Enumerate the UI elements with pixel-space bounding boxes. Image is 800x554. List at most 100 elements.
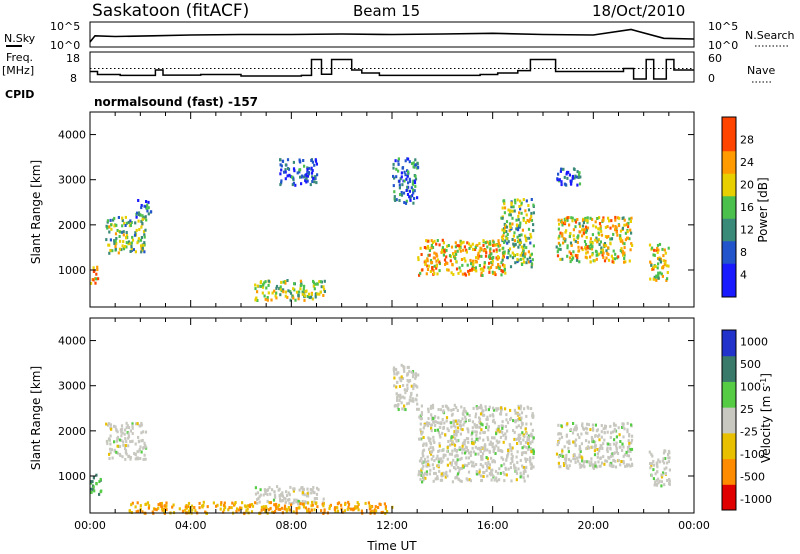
- power-echo-cell: [524, 237, 527, 241]
- velocity-echo-cell: [614, 459, 617, 463]
- velocity-echo-cell: [658, 479, 661, 483]
- power-echo-cell: [138, 228, 141, 231]
- velocity-echo-cell: [95, 473, 98, 477]
- power-echo-cell: [441, 248, 444, 252]
- power-echo-cell: [402, 191, 406, 195]
- velocity-echo-cell: [334, 510, 337, 514]
- power-echo-cell: [304, 294, 307, 298]
- velocity-echoes: [90, 363, 671, 516]
- power-echo-cell: [433, 272, 436, 275]
- velocity-echo-cell: [478, 436, 481, 440]
- velocity-echo-cell: [660, 475, 664, 479]
- velocity-echo-cell: [438, 449, 441, 453]
- power-echo-cell: [666, 271, 669, 274]
- velocity-echo-cell: [165, 508, 168, 512]
- velocity-echo-cell: [439, 425, 442, 429]
- velocity-echo-cell: [440, 422, 443, 425]
- velocity-echo-cell: [424, 422, 427, 426]
- velocity-echo-cell: [649, 462, 652, 465]
- power-echo-cell: [413, 181, 417, 185]
- velocity-echo-cell: [569, 459, 572, 463]
- velocity-echo-cell: [171, 505, 174, 509]
- power-echo-cell: [118, 235, 121, 238]
- power-echo-cell: [256, 290, 259, 294]
- power-echo-cell: [624, 231, 627, 235]
- velocity-echo-cell: [598, 433, 601, 437]
- power-echo-cell: [477, 256, 480, 260]
- power-echo-cell: [516, 235, 519, 239]
- velocity-echo-cell: [450, 421, 453, 425]
- power-echo-cell: [259, 284, 262, 288]
- velocity-echo-cell: [452, 435, 455, 439]
- velocity-echo-cell: [520, 421, 523, 425]
- power-echo-cell: [570, 244, 573, 247]
- velocity-echo-cell: [415, 393, 419, 397]
- velocity-echo-cell: [617, 426, 620, 430]
- power-echo-cell: [267, 279, 270, 283]
- velocity-echo-cell: [478, 417, 482, 421]
- velocity-echo-cell: [622, 435, 625, 439]
- power-echo-cell: [563, 220, 567, 224]
- velocity-echo-cell: [219, 503, 223, 507]
- velocity-echo-cell: [471, 420, 474, 424]
- power-echo-cell: [452, 252, 455, 256]
- power-echo-cell: [572, 228, 575, 232]
- power-echo-cell: [408, 189, 411, 193]
- power-echo-cell: [306, 168, 309, 171]
- velocity-echo-cell: [456, 439, 459, 443]
- velocity-echo-cell: [480, 422, 483, 426]
- velocity-echo-cell: [273, 490, 276, 494]
- velocity-echo-cell: [427, 422, 430, 426]
- power-echo-cell: [122, 230, 125, 234]
- velocity-echo-cell: [517, 433, 520, 437]
- power-echo-cell: [491, 270, 494, 274]
- power-echo-cell: [275, 296, 278, 300]
- velocity-echo-cell: [453, 448, 457, 452]
- power-echo-cell: [137, 211, 141, 215]
- velocity-echo-cell: [295, 507, 298, 510]
- power-echo-cell: [286, 295, 289, 299]
- power-echo-cell: [441, 238, 444, 242]
- velocity-echo-cell: [427, 463, 430, 467]
- power-echo-cell: [142, 230, 146, 234]
- velocity-echo-cell: [513, 430, 516, 434]
- power-echo-cell: [423, 246, 426, 249]
- velocity-echo-cell: [468, 478, 471, 482]
- power-echo-cell: [519, 221, 522, 225]
- power-echo-cell: [584, 216, 587, 220]
- velocity-echo-cell: [510, 457, 513, 461]
- power-echo-cell: [564, 239, 567, 243]
- velocity-echo-cell: [297, 506, 300, 510]
- velocity-echo-cell: [172, 503, 175, 507]
- power-echo-cell: [659, 260, 662, 264]
- velocity-echo-cell: [393, 384, 396, 388]
- power-echo-cell: [442, 253, 445, 257]
- velocity-echo-cell: [663, 467, 666, 471]
- velocity-echo-cell: [256, 491, 259, 495]
- power-echo-cell: [419, 271, 422, 275]
- power-echo-cell: [578, 182, 582, 186]
- power-echo-cell: [585, 256, 589, 260]
- velocity-echo-cell: [480, 428, 483, 432]
- power-echo-cell: [141, 217, 144, 221]
- velocity-echo-cell: [110, 448, 113, 452]
- power-echo-cell: [400, 171, 403, 175]
- velocity-echo-cell: [531, 434, 534, 438]
- velocity-echo-cell: [497, 441, 500, 445]
- velocity-echo-cell: [306, 487, 309, 491]
- velocity-echo-cell: [108, 422, 111, 426]
- power-echo-cell: [584, 247, 587, 251]
- power-echo-cell: [130, 245, 133, 249]
- noise-sky-label: N.Sky: [4, 32, 36, 45]
- velocity-echo-cell: [432, 435, 435, 439]
- velocity-echo-cell: [572, 422, 575, 425]
- x-tick-label: 20:00: [577, 519, 609, 532]
- velocity-echo-cell: [397, 403, 400, 406]
- velocity-echo-cell: [477, 472, 480, 476]
- velocity-echo-cell: [292, 487, 295, 491]
- velocity-echo-cell: [493, 436, 496, 440]
- power-echo-cell: [454, 241, 457, 245]
- velocity-echo-cell: [528, 459, 532, 463]
- velocity-echo-cell: [459, 420, 462, 423]
- power-echo-cell: [509, 225, 512, 229]
